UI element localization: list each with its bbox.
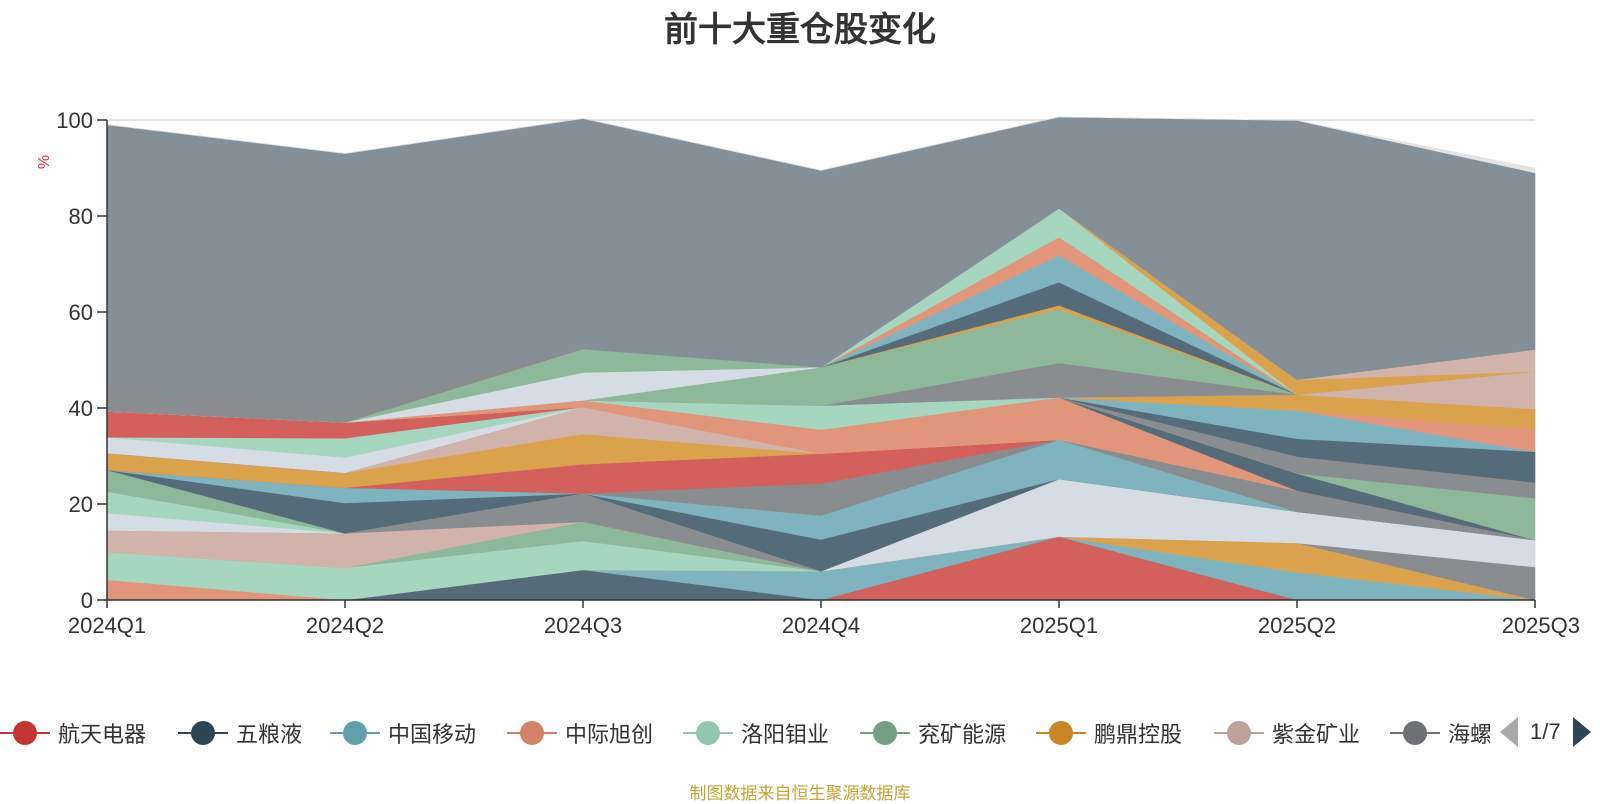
y-tick-label: 60 [69, 300, 93, 325]
x-tick-label: 2024Q1 [68, 613, 146, 638]
legend-label: 五粮液 [236, 722, 303, 747]
legend-item[interactable]: 兖矿能源 [860, 713, 1006, 753]
source-note: 制图数据来自恒生聚源数据库 [689, 784, 911, 803]
legend-page-indicator: 1/7 [1530, 719, 1561, 744]
area-series-45 [106, 116, 1536, 404]
legend-item[interactable]: 紫金矿业 [1214, 713, 1360, 753]
y-axis-unit-label: % [36, 155, 53, 169]
legend-label: 洛阳钼业 [741, 722, 830, 747]
legend-marker-icon [1390, 713, 1440, 753]
y-tick-label: 40 [69, 396, 93, 421]
y-tick-label: 100 [56, 108, 93, 133]
legend-item[interactable]: 航天电器 [0, 713, 146, 753]
legend-marker-icon [683, 713, 733, 753]
axes: 0 20 40 60 80 100 2024Q1 2024Q2 2024Q3 2024Q4 2025… [56, 108, 1580, 638]
y-tick-label: 20 [69, 492, 93, 517]
legend-item[interactable]: 洛阳钼业 [683, 713, 829, 753]
legend-label: 海螺水泥 [1448, 722, 1490, 747]
legend-item[interactable]: 中国移动 [330, 713, 476, 753]
legend-pager: 1/7 [1500, 712, 1591, 752]
legend-label: 兖矿能源 [918, 722, 1007, 747]
chart-title: 前十大重仓股变化 [664, 11, 936, 49]
x-tick-label: 2024Q2 [306, 613, 384, 638]
legend-label: 鹏鼎控股 [1094, 722, 1183, 747]
legend-label: 航天电器 [58, 722, 147, 747]
legend-marker-icon [507, 713, 557, 753]
legend-marker-icon [860, 713, 910, 753]
legend-item[interactable]: 中际旭创 [507, 713, 653, 753]
x-tick-label: 2024Q3 [544, 613, 622, 638]
y-tick-label: 0 [81, 588, 93, 613]
legend: 航天电器 五粮液 中国移动 中际旭创 洛阳钼业 兖矿能源 鹏鼎控股 紫金矿业 海螺水泥 [0, 713, 1490, 753]
legend-marker-icon [1214, 713, 1264, 753]
legend-label: 紫金矿业 [1272, 722, 1361, 747]
legend-marker-icon [330, 713, 380, 753]
legend-label: 中国移动 [388, 722, 477, 747]
y-tick-label: 80 [69, 204, 93, 229]
legend-item[interactable]: 五粮液 [178, 713, 302, 753]
triangle-left-icon[interactable] [1500, 717, 1518, 747]
x-tick-label: 2025Q3 [1502, 613, 1580, 638]
area-series [106, 116, 1536, 601]
legend-marker-icon [178, 713, 228, 753]
x-tick-label: 2024Q4 [782, 613, 860, 638]
legend-marker-icon [1036, 713, 1086, 753]
x-tick-label: 2025Q2 [1258, 613, 1336, 638]
legend-label: 中际旭创 [565, 722, 654, 747]
x-tick-label: 2025Q1 [1020, 613, 1098, 638]
legend-item[interactable]: 海螺水泥 [1390, 713, 1490, 753]
legend-item[interactable]: 鹏鼎控股 [1036, 713, 1182, 753]
area-series-46 [106, 116, 1536, 174]
legend-marker-icon [0, 713, 50, 753]
triangle-right-icon[interactable] [1572, 717, 1591, 747]
